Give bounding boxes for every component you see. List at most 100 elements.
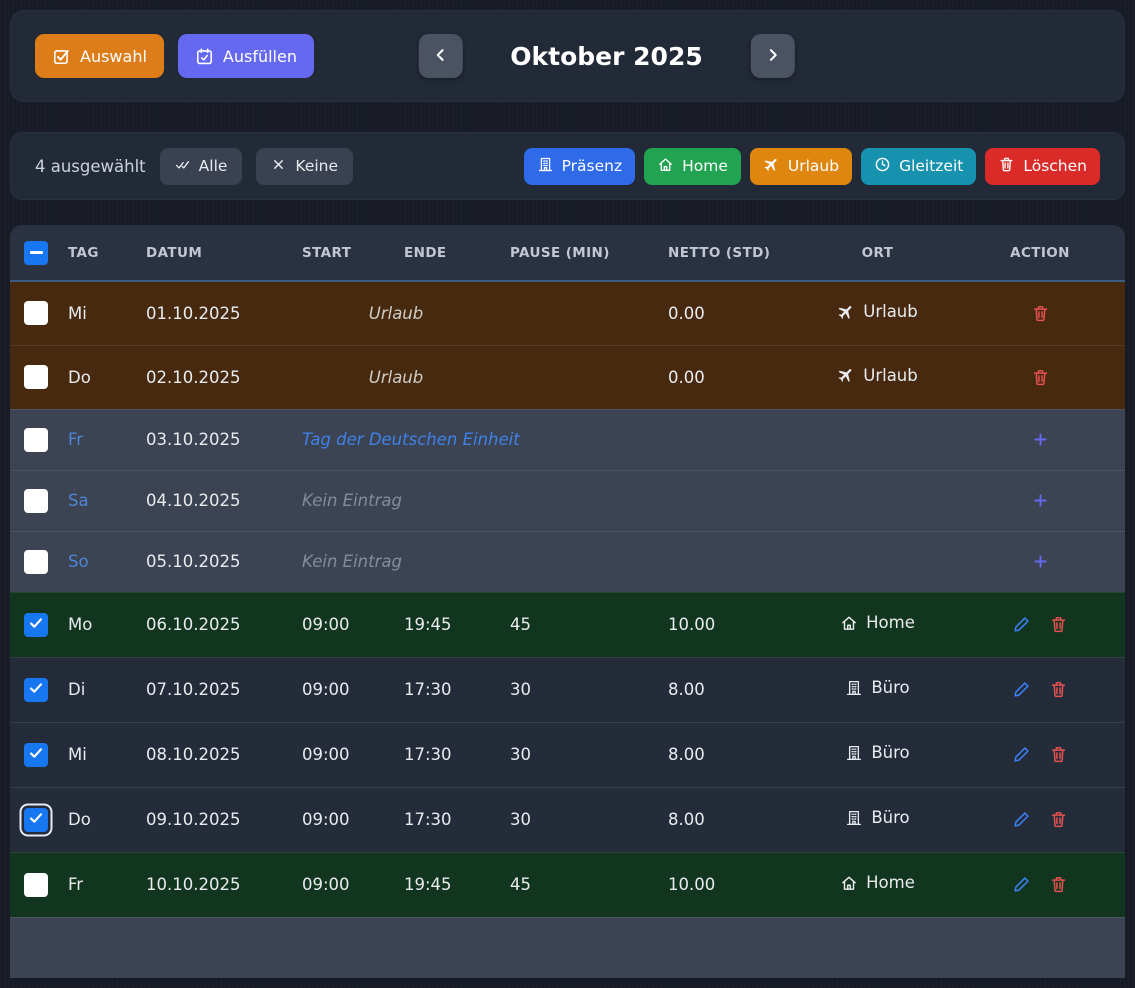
- row-checkbox[interactable]: [24, 549, 48, 574]
- building-icon: [537, 156, 554, 177]
- row-checkbox[interactable]: [24, 301, 48, 326]
- ort-cell: Urlaub: [800, 281, 955, 345]
- ort-value: Büro: [845, 808, 910, 828]
- check-icon: [28, 680, 44, 700]
- delete-button[interactable]: [1040, 676, 1077, 703]
- select-all-button[interactable]: Alle: [159, 147, 243, 185]
- add-entry-button[interactable]: [1022, 426, 1059, 453]
- table-row: Fr 10.10.2025 09:00 19:45 45 10.00 Home: [10, 852, 1125, 917]
- home-icon: [840, 874, 858, 892]
- table-row: So 05.10.2025 Kein Eintrag: [10, 531, 1125, 592]
- trash-icon: [1049, 875, 1068, 894]
- date-label: 02.10.2025: [146, 367, 241, 387]
- day-label: Sa: [68, 491, 89, 510]
- x-icon: [271, 157, 286, 176]
- delete-button[interactable]: [1022, 364, 1059, 391]
- plus-icon: [1031, 491, 1050, 510]
- ort-value: Büro: [845, 743, 910, 763]
- empty-cell: [10, 917, 1125, 978]
- delete-button[interactable]: [1040, 871, 1077, 898]
- bulk-urlaub-button[interactable]: Urlaub: [749, 147, 853, 185]
- table-row: Di 07.10.2025 09:00 17:30 30 8.00 Büro: [10, 657, 1125, 722]
- building-icon: [845, 679, 863, 697]
- trash-icon: [1049, 680, 1068, 699]
- ort-label: Urlaub: [863, 365, 918, 385]
- delete-button[interactable]: [1022, 300, 1059, 327]
- edit-button[interactable]: [1003, 676, 1040, 703]
- ort-label: Home: [866, 613, 915, 633]
- month-nav: Oktober 2025: [418, 34, 795, 78]
- auswahl-button[interactable]: Auswahl: [35, 34, 164, 78]
- ort-cell: Büro: [800, 722, 955, 787]
- delete-button[interactable]: [1040, 611, 1077, 638]
- netto-hours: 8.00: [668, 745, 705, 764]
- edit-button[interactable]: [1003, 871, 1040, 898]
- edit-button[interactable]: [1003, 611, 1040, 638]
- edit-button[interactable]: [1003, 806, 1040, 833]
- date-label: 03.10.2025: [146, 430, 241, 449]
- row-checkbox[interactable]: [24, 365, 48, 389]
- checkbox-cell: [10, 657, 58, 722]
- ausfuellen-button[interactable]: Ausfüllen: [177, 34, 314, 78]
- trash-icon: [1049, 745, 1068, 764]
- add-entry-button[interactable]: [1022, 487, 1059, 514]
- ort-cell: [800, 470, 955, 531]
- bulk-lschen-button[interactable]: Löschen: [985, 147, 1100, 185]
- bulk-action-label: Urlaub: [787, 157, 840, 175]
- selected-count: 4 ausgewählt: [35, 156, 146, 176]
- select-all-checkbox[interactable]: [24, 240, 48, 265]
- action-cell: [955, 470, 1125, 531]
- entry-note: Tag der Deutschen Einheit: [302, 430, 520, 449]
- netto-hours: 10.00: [668, 875, 716, 894]
- ort-label: Büro: [871, 743, 910, 763]
- edit-button[interactable]: [1003, 741, 1040, 768]
- table-row: Mi 01.10.2025 Urlaub 0.00 Urlaub: [10, 281, 1125, 345]
- action-cell: [955, 592, 1125, 657]
- date-label: 01.10.2025: [146, 303, 241, 323]
- checkbox-check-icon: [52, 47, 71, 66]
- column-header-ort: Ort: [800, 225, 955, 281]
- ort-label: Büro: [871, 678, 910, 698]
- row-checkbox[interactable]: [24, 612, 48, 637]
- bulk-gleitzeit-button[interactable]: Gleitzeit: [861, 147, 977, 185]
- pencil-icon: [1012, 745, 1031, 764]
- row-checkbox[interactable]: [24, 872, 48, 897]
- netto-hours: 8.00: [668, 680, 705, 699]
- entry-note: Kein Eintrag: [302, 491, 402, 510]
- bulk-action-label: Löschen: [1023, 157, 1087, 175]
- delete-button[interactable]: [1040, 806, 1077, 833]
- row-checkbox[interactable]: [24, 427, 48, 452]
- bulk-action-label: Gleitzeit: [899, 157, 964, 175]
- date-label: 07.10.2025: [146, 680, 241, 699]
- clock-icon: [874, 156, 891, 177]
- prev-month-button[interactable]: [418, 34, 463, 78]
- row-checkbox[interactable]: [24, 742, 48, 767]
- day-label: Do: [68, 367, 91, 387]
- next-month-button[interactable]: [750, 34, 795, 78]
- pencil-icon: [1012, 875, 1031, 894]
- date-label: 09.10.2025: [146, 810, 241, 829]
- ort-label: Urlaub: [863, 302, 918, 321]
- action-cell: [955, 722, 1125, 787]
- day-label: Mi: [68, 303, 87, 323]
- delete-button[interactable]: [1040, 741, 1077, 768]
- double-check-icon: [175, 157, 190, 176]
- day-label: Di: [68, 680, 86, 699]
- select-none-button[interactable]: Keine: [256, 147, 354, 185]
- add-entry-button[interactable]: [1022, 548, 1059, 575]
- column-header-pause: Pause (Min): [500, 225, 658, 281]
- select-all-label: Alle: [198, 157, 228, 175]
- date-label: 08.10.2025: [146, 745, 241, 764]
- select-none-label: Keine: [295, 157, 339, 175]
- start-time: 09:00: [302, 810, 350, 829]
- ort-label: Büro: [871, 808, 910, 828]
- column-header-datum: Datum: [136, 225, 292, 281]
- row-checkbox[interactable]: [24, 807, 48, 832]
- checkbox-cell: [10, 470, 58, 531]
- column-header-tag: Tag: [58, 225, 136, 281]
- bulk-home-button[interactable]: Home: [644, 147, 741, 185]
- row-checkbox[interactable]: [24, 677, 48, 702]
- row-checkbox[interactable]: [24, 488, 48, 513]
- calendar-check-icon: [195, 47, 214, 66]
- bulk-prsenz-button[interactable]: Präsenz: [523, 147, 636, 185]
